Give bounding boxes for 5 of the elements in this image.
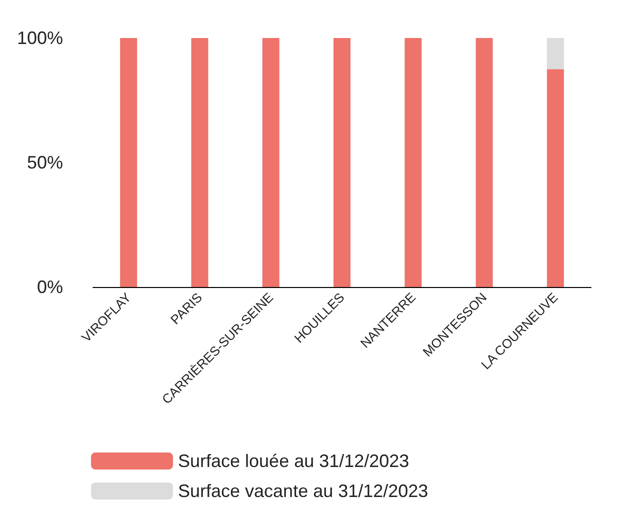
y-tick-label: 0%: [36, 277, 63, 297]
legend-label: Surface vacante au 31/12/2023: [178, 481, 428, 501]
y-tick-label: 100%: [16, 28, 63, 48]
y-tick-label: 50%: [26, 152, 63, 172]
legend-label: Surface louée au 31/12/2023: [178, 451, 410, 471]
